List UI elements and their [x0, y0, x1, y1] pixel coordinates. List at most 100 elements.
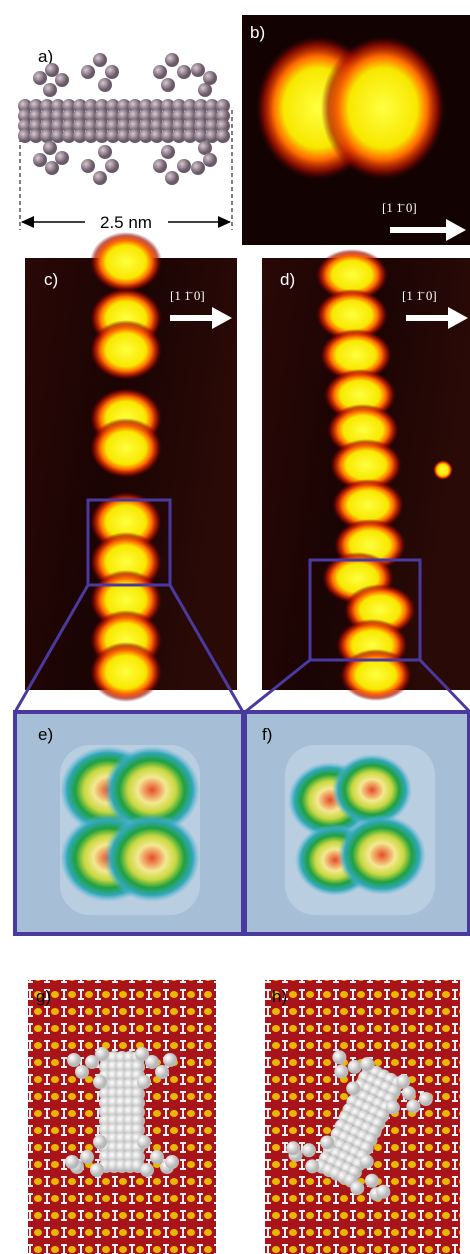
atom: [139, 109, 153, 123]
atom: [140, 1163, 154, 1177]
lobe: [90, 320, 162, 380]
atom: [67, 1053, 81, 1067]
lobe: [340, 649, 412, 701]
atom: [346, 1081, 361, 1096]
atom: [183, 129, 197, 143]
atom: [205, 129, 219, 143]
panel-b: [1 1̄ 0] b): [242, 15, 470, 245]
atom: [183, 119, 197, 133]
atom: [18, 99, 32, 113]
panel-d: [262, 249, 470, 701]
atom: [137, 1135, 151, 1149]
atom: [183, 109, 197, 123]
atom: [139, 129, 153, 143]
scale-label: 2.5 nm: [100, 213, 152, 232]
atom: [51, 129, 65, 143]
panel-c: [25, 232, 237, 702]
atom: [73, 119, 87, 133]
atom: [150, 129, 164, 143]
atom: [18, 129, 32, 143]
lobe: [332, 479, 404, 531]
atom: [84, 129, 98, 143]
panel-label: c): [44, 270, 58, 289]
atom: [106, 129, 120, 143]
atom: [55, 151, 69, 165]
atom: [29, 119, 43, 133]
spot: [433, 460, 453, 480]
atom: [364, 1173, 379, 1188]
atom: [117, 119, 131, 133]
atom: [95, 109, 109, 123]
panel-e: [15, 712, 243, 934]
atom: [406, 1099, 421, 1114]
panel-label: b): [250, 23, 265, 42]
zoom-box: [308, 558, 422, 662]
atom: [128, 99, 142, 113]
lobe: [90, 232, 162, 292]
arrow-head: [21, 216, 34, 228]
atom: [73, 129, 87, 143]
arrow-head: [218, 216, 231, 228]
atom: [85, 1055, 99, 1069]
atom: [65, 1155, 79, 1169]
atom: [62, 99, 76, 113]
atom: [385, 1100, 400, 1115]
atom: [93, 53, 107, 67]
atom: [117, 99, 131, 113]
atom: [198, 141, 212, 155]
atom: [334, 1064, 349, 1079]
atom: [18, 109, 32, 123]
atom: [81, 65, 95, 79]
atom: [75, 1065, 89, 1079]
atom: [95, 119, 109, 133]
atom: [73, 109, 87, 123]
panel-label: f): [262, 725, 272, 744]
panel-f: [245, 712, 470, 934]
panel-g: [28, 980, 216, 1254]
atom: [194, 129, 208, 143]
atom: [376, 1184, 391, 1199]
atom: [84, 119, 98, 133]
zoom-line: [418, 658, 470, 714]
atom: [150, 99, 164, 113]
atom: [418, 1092, 433, 1107]
atom: [150, 1150, 164, 1164]
atom: [43, 83, 57, 97]
lobe: [90, 642, 162, 702]
atom: [163, 1053, 177, 1067]
atom: [45, 63, 59, 77]
atom: [93, 1135, 107, 1149]
atom: [43, 141, 57, 155]
atom: [29, 129, 43, 143]
direction-label: [1 1̄ 0]: [170, 288, 205, 303]
panel-label: g): [36, 987, 51, 1006]
atom: [203, 71, 217, 85]
atom: [153, 65, 167, 79]
atom: [194, 109, 208, 123]
atom: [216, 129, 230, 143]
atom: [205, 99, 219, 113]
atom: [332, 1050, 347, 1065]
atom: [105, 159, 119, 173]
atom: [360, 1057, 375, 1072]
atom: [161, 145, 175, 159]
lobe: [104, 746, 200, 834]
panel-frame: [243, 710, 470, 936]
zoom-box: [86, 498, 172, 587]
atom: [205, 119, 219, 133]
panel-label: h): [272, 987, 287, 1006]
atom: [62, 109, 76, 123]
atom: [320, 1135, 335, 1150]
atom: [347, 1059, 362, 1074]
atom: [150, 109, 164, 123]
direction-label: [1 1̄ 0]: [402, 288, 437, 303]
atom: [80, 1150, 94, 1164]
atom: [165, 53, 179, 67]
panel-h: [265, 980, 460, 1254]
atom: [191, 63, 205, 77]
panel-a: 2.5 nm a): [18, 47, 233, 232]
lobe: [90, 418, 162, 478]
lobe: [320, 329, 392, 381]
lobe: [332, 754, 412, 826]
